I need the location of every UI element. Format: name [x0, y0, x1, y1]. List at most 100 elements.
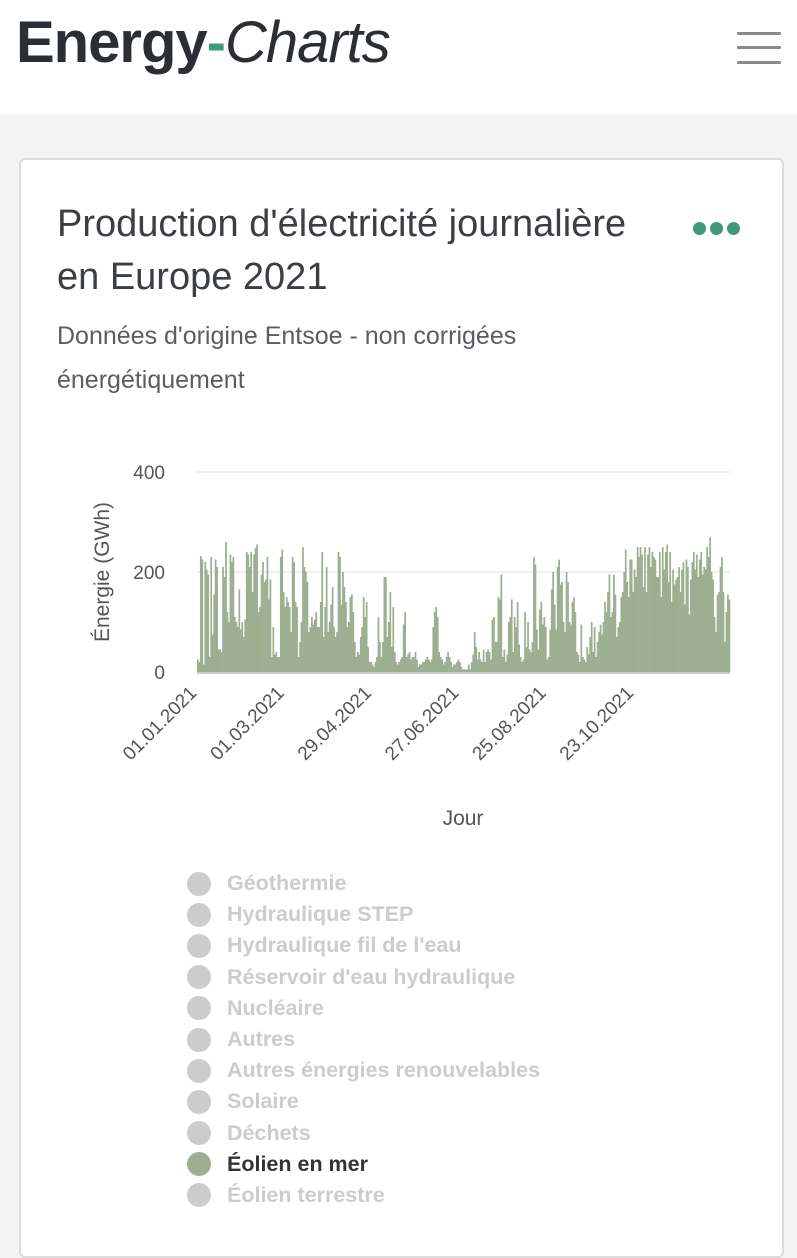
chart-bar[interactable] [537, 649, 540, 673]
chart-bar[interactable] [236, 627, 239, 672]
chart-bar[interactable] [339, 557, 341, 672]
chart-bar[interactable] [470, 662, 473, 672]
chart-bar[interactable] [527, 622, 529, 672]
chart-bar[interactable] [454, 664, 457, 673]
chart-bar[interactable] [345, 602, 347, 672]
chart-bar[interactable] [259, 607, 261, 672]
chart-bar[interactable] [614, 594, 617, 673]
chart-bar[interactable] [611, 612, 614, 672]
chart-bar[interactable] [509, 617, 512, 672]
chart-bar[interactable] [211, 634, 214, 673]
chart-bar[interactable] [213, 594, 216, 673]
chart-bar[interactable] [324, 607, 327, 672]
chart-bar[interactable] [539, 609, 541, 673]
chart-bar[interactable] [241, 622, 244, 672]
chart-bar[interactable] [228, 622, 230, 672]
chart-bar[interactable] [590, 622, 593, 672]
chart-bar[interactable] [205, 569, 208, 673]
chart-bar[interactable] [383, 577, 386, 672]
chart-bar[interactable] [297, 657, 300, 672]
chart-bar[interactable] [346, 627, 349, 672]
chart-bar[interactable] [713, 617, 716, 672]
chart-bar[interactable] [501, 657, 504, 672]
chart-bar[interactable] [580, 624, 583, 673]
chart-bar[interactable] [223, 577, 226, 672]
chart-bar[interactable] [426, 657, 429, 672]
more-options-icon[interactable] [693, 218, 741, 240]
chart-bar[interactable] [589, 637, 592, 672]
chart-bar[interactable] [687, 567, 689, 672]
chart-bar[interactable] [692, 552, 695, 672]
chart-bar[interactable] [466, 669, 469, 673]
chart-bar[interactable] [464, 669, 467, 673]
chart-bar[interactable] [559, 584, 562, 673]
chart-bar[interactable] [312, 624, 315, 673]
chart-bar[interactable] [621, 592, 624, 672]
chart-bar[interactable] [543, 617, 546, 672]
chart-bar[interactable] [491, 619, 494, 673]
chart-bar[interactable] [620, 597, 623, 672]
chart-bar[interactable] [447, 652, 449, 672]
chart-bar[interactable] [688, 614, 691, 673]
chart-bar[interactable] [422, 662, 424, 672]
chart-bar[interactable] [684, 604, 686, 673]
chart-bar[interactable] [534, 564, 537, 673]
chart-bar[interactable] [691, 562, 694, 672]
chart-bar[interactable] [278, 657, 281, 672]
chart-bar[interactable] [315, 612, 318, 672]
legend-item[interactable]: Géothermie [187, 868, 747, 899]
chart-bar[interactable] [271, 657, 273, 672]
chart-bar[interactable] [248, 567, 251, 672]
chart-bar[interactable] [256, 544, 258, 673]
chart-bar[interactable] [504, 662, 507, 672]
chart-bar[interactable] [679, 592, 682, 672]
legend-item[interactable]: Éolien terrestre [187, 1180, 747, 1211]
chart-bar[interactable] [247, 554, 250, 673]
chart-bar[interactable] [564, 632, 566, 672]
chart-bar[interactable] [453, 664, 455, 673]
chart-bar[interactable] [718, 592, 720, 672]
chart-bar[interactable] [485, 652, 488, 672]
chart-bar[interactable] [472, 654, 475, 673]
chart-bar[interactable] [254, 548, 257, 672]
chart-bar[interactable] [573, 597, 575, 672]
hamburger-menu-icon[interactable] [737, 30, 781, 66]
chart-bar[interactable] [654, 559, 657, 673]
chart-bar[interactable] [275, 652, 278, 672]
chart-bar[interactable] [451, 667, 454, 672]
chart-bar[interactable] [285, 597, 288, 672]
chart-bar[interactable] [533, 557, 535, 672]
chart-bar[interactable] [368, 662, 371, 672]
chart-bar[interactable] [516, 602, 519, 672]
chart-bar[interactable] [608, 574, 611, 673]
chart-bar[interactable] [568, 622, 571, 672]
chart-bar[interactable] [328, 622, 331, 672]
chart-bar[interactable] [327, 632, 330, 672]
chart-bar[interactable] [296, 607, 298, 672]
chart-bar[interactable] [214, 559, 217, 673]
chart-bar[interactable] [408, 652, 411, 672]
chart-bar[interactable] [592, 652, 595, 672]
chart-bar[interactable] [413, 657, 415, 672]
chart-bar[interactable] [439, 657, 442, 672]
chart-bar[interactable] [288, 607, 291, 672]
chart-bar[interactable] [395, 662, 398, 672]
chart-bar[interactable] [627, 597, 630, 672]
chart-bar[interactable] [479, 659, 482, 673]
chart-bar[interactable] [302, 547, 304, 672]
chart-bar[interactable] [727, 594, 729, 673]
chart-bar[interactable] [581, 657, 584, 672]
chart-bar[interactable] [558, 559, 560, 673]
chart-bar[interactable] [325, 567, 328, 672]
chart-bar[interactable] [678, 567, 680, 672]
chart-bar[interactable] [706, 547, 709, 672]
chart-bar[interactable] [647, 554, 649, 673]
chart-bar[interactable] [389, 592, 392, 672]
chart-bar[interactable] [490, 659, 492, 673]
chart-bar[interactable] [599, 624, 602, 673]
chart-bar[interactable] [392, 607, 395, 672]
chart-bar[interactable] [268, 599, 270, 673]
chart-bar[interactable] [376, 657, 378, 672]
chart-bar[interactable] [616, 637, 618, 672]
chart-bar[interactable] [651, 552, 654, 672]
